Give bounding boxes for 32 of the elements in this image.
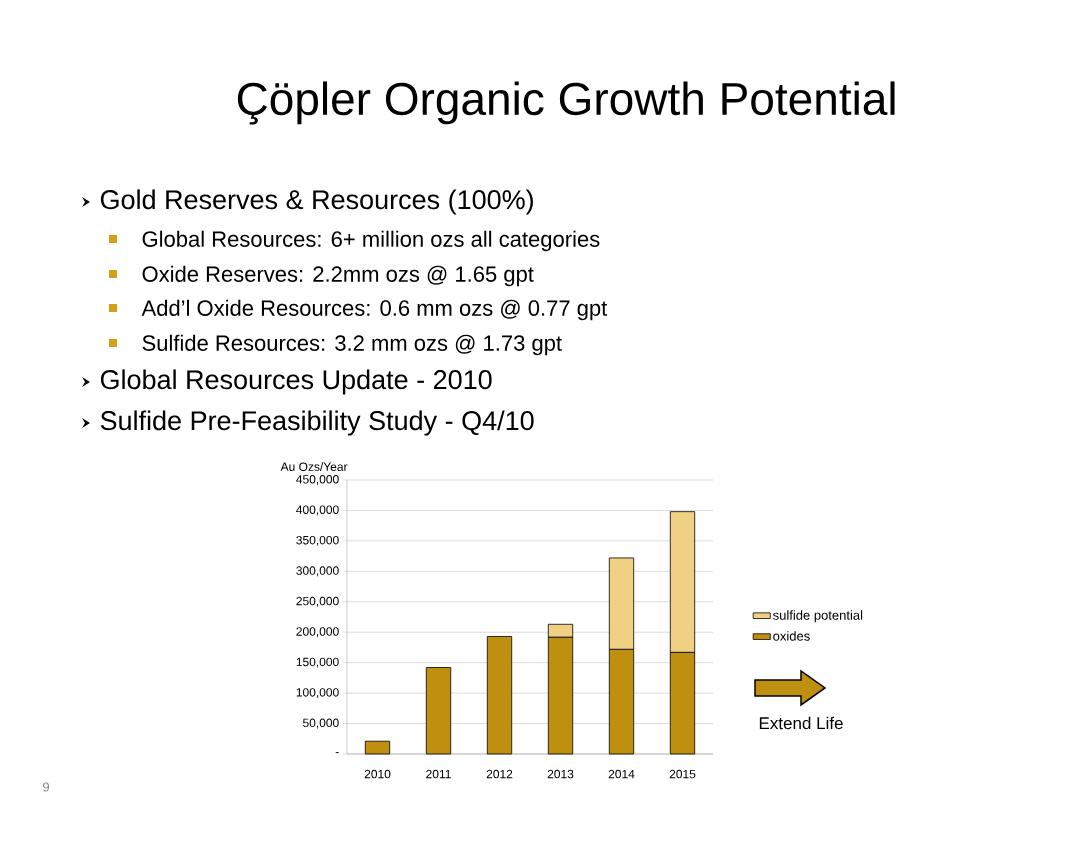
y-tick-label: 450,000	[296, 475, 339, 485]
y-tick-label: -	[335, 752, 339, 754]
legend-label: oxides	[773, 631, 810, 641]
x-tick-label: 2010	[364, 769, 391, 779]
text: Sulfide Pre-Feasibility Study - Q4/10	[100, 410, 534, 436]
text: Sulfide Resources: 3.2 mm ozs @ 1.73 gpt	[142, 334, 562, 356]
y-tick-label: 200,000	[296, 627, 339, 638]
text: Add’l Oxide Resources: 0.6 mm ozs @ 0.77 gpt	[141, 299, 608, 321]
text: Oxide Reserves: 2.2mm ozs @ 1.65 gpt	[142, 265, 534, 287]
text: Global Resources Update - 2010	[100, 369, 492, 395]
text: Gold Reserves & Resources (100%)	[100, 189, 533, 215]
y-tick-label: 350,000	[296, 535, 339, 546]
x-tick-label: 2011	[426, 769, 451, 779]
bar	[425, 667, 452, 755]
bar	[486, 636, 513, 755]
y-tick-label: 100,000	[296, 688, 339, 699]
y-axis-title: Au Ozs/Year	[280, 462, 348, 471]
x-tick-label: 2015	[669, 769, 696, 779]
text: 9	[43, 782, 50, 792]
legend-label: sulfide potential	[773, 610, 863, 623]
y-tick-label: 250,000	[296, 596, 339, 607]
text: Extend Life	[759, 716, 843, 730]
y-tick-label: 400,000	[296, 505, 339, 516]
x-tick-label: 2013	[547, 769, 574, 779]
bar	[364, 740, 391, 755]
text: Global Resources: 6+ million ozs all categories	[142, 230, 600, 252]
y-tick-label: 150,000	[296, 657, 339, 668]
y-tick-label: 300,000	[296, 566, 339, 577]
x-tick-label: 2012	[486, 769, 513, 779]
chart-title: Çöpler Organic Growth Potential	[237, 81, 895, 125]
y-tick-label: 50,000	[302, 718, 339, 729]
x-tick-label: 2014	[608, 769, 635, 779]
